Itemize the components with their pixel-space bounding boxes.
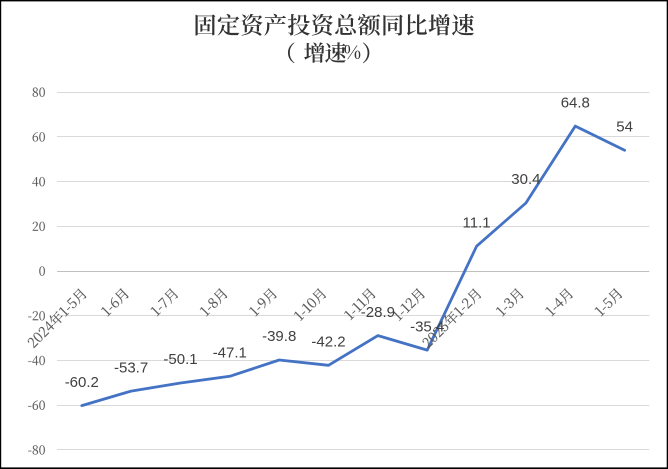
svg-text:-28.9: -28.9 [361,304,395,321]
svg-text:-50.1: -50.1 [163,351,197,368]
svg-text:-53.7: -53.7 [114,359,148,376]
svg-text:-60.2: -60.2 [65,374,99,391]
svg-text:-42.2: -42.2 [311,334,345,351]
svg-text:11.1: 11.1 [463,214,491,231]
svg-text:-39.8: -39.8 [262,328,296,345]
svg-text:64.8: 64.8 [561,94,590,111]
svg-text:-35.4: -35.4 [410,318,444,335]
svg-text:30.4: 30.4 [511,171,540,188]
svg-text:-47.1: -47.1 [213,345,247,362]
svg-text:54: 54 [616,119,633,136]
